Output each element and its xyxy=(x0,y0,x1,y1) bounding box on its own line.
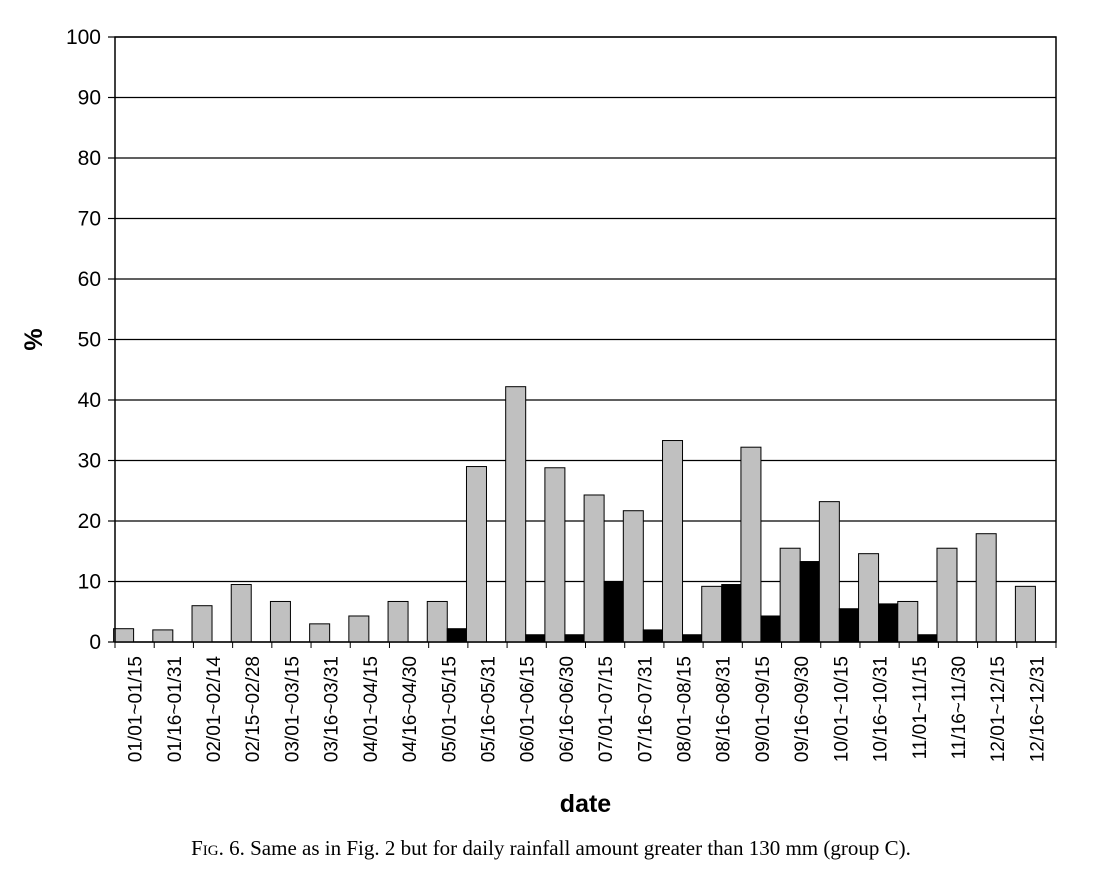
x-tick-label: 02/01~02/14 xyxy=(204,656,225,763)
y-tick-label: 10 xyxy=(78,571,101,594)
x-tick-label: 08/16~08/31 xyxy=(714,656,735,762)
bar-series-2 xyxy=(525,634,547,643)
bar-series-1 xyxy=(779,547,801,643)
bar-series-2 xyxy=(603,581,625,643)
y-tick-label: 30 xyxy=(78,450,101,473)
y-axis-title: % xyxy=(20,328,48,350)
bar-series-1 xyxy=(191,605,213,643)
bar-series-1 xyxy=(740,446,762,643)
x-tick-label: 12/16~12/31 xyxy=(1027,656,1048,762)
bar-series-2 xyxy=(878,603,900,643)
bar-series-1 xyxy=(701,585,723,643)
bar-chart: 0 10 20 30 40 50 60 70 80 90 100 01/01~01/15 01/16~… xyxy=(20,26,1057,818)
bar-series-2 xyxy=(564,634,586,643)
x-tick-label: 06/01~06/15 xyxy=(518,656,539,762)
x-tick-label: 10/01~10/15 xyxy=(831,656,852,762)
caption-text: Same as in Fig. 2 but for daily rainfall… xyxy=(250,836,911,860)
bar-series-1 xyxy=(309,623,331,643)
x-tick-label: 05/16~05/31 xyxy=(478,656,499,762)
bar-series-1 xyxy=(426,600,448,643)
bar-series-1 xyxy=(465,466,487,643)
bar-series-1 xyxy=(113,628,135,643)
y-tick-label: 20 xyxy=(78,510,101,533)
x-tick-label: 02/15~02/28 xyxy=(243,656,264,762)
bar-series-1 xyxy=(662,440,684,643)
x-tick-label: 04/16~04/30 xyxy=(400,656,421,762)
bar-series-1 xyxy=(387,600,409,643)
bar-series-1 xyxy=(622,510,644,643)
bar-series-2 xyxy=(799,561,821,643)
x-tick-label: 01/01~01/15 xyxy=(126,656,147,762)
x-tick-label: 07/16~07/31 xyxy=(635,656,656,762)
x-tick-label: 04/01~04/15 xyxy=(361,656,382,762)
bar-series-1 xyxy=(583,494,605,643)
y-tick-label: 70 xyxy=(78,208,101,231)
x-axis-title: date xyxy=(560,790,612,818)
bar-series-2 xyxy=(760,615,782,643)
bar-series-1 xyxy=(348,615,370,643)
bar-series-1 xyxy=(505,386,527,643)
y-tick-label: 40 xyxy=(78,389,101,412)
bar-series-2 xyxy=(682,634,704,643)
bar-series-1 xyxy=(897,600,919,643)
y-tick-label: 90 xyxy=(78,87,101,110)
bar-series-1 xyxy=(858,553,880,643)
x-tick-label: 06/16~06/30 xyxy=(557,656,578,762)
x-tick-label: 09/16~09/30 xyxy=(792,656,813,762)
x-tick-label: 03/01~03/15 xyxy=(282,656,303,762)
x-axis: 01/01~01/15 01/16~01/31 02/01~02/14 02/15~0… xyxy=(114,642,1057,763)
bar-series-1 xyxy=(975,533,997,643)
bar-series-2 xyxy=(838,608,860,643)
bar-series-1 xyxy=(544,467,566,643)
x-tick-label: 07/01~07/15 xyxy=(596,656,617,762)
y-tick-label: 0 xyxy=(89,631,101,654)
bar-series-2 xyxy=(721,584,743,643)
bar-series-2 xyxy=(446,628,468,643)
bar-series-1 xyxy=(1014,585,1036,643)
y-tick-label: 100 xyxy=(66,26,101,49)
x-tick-label: 03/16~03/31 xyxy=(322,656,343,762)
bar-series-2 xyxy=(642,629,664,643)
bars xyxy=(113,386,1036,643)
bar-series-1 xyxy=(818,501,840,643)
caption-label: Fig. 6. xyxy=(191,836,245,860)
x-tick-label: 08/01~08/15 xyxy=(675,656,696,762)
x-tick-label: 01/16~01/31 xyxy=(165,656,186,762)
bar-series-1 xyxy=(230,584,252,643)
figure-caption: Fig. 6. Same as in Fig. 2 but for daily … xyxy=(0,836,1102,861)
bar-series-1 xyxy=(152,629,174,643)
bar-series-1 xyxy=(269,600,291,643)
x-tick-label: 09/01~09/15 xyxy=(753,656,774,762)
bar-series-2 xyxy=(917,634,939,643)
x-tick-label: 10/16~10/31 xyxy=(871,656,892,762)
x-tick-label: 11/16~11/30 xyxy=(949,656,970,759)
x-tick-label: 11/01~11/15 xyxy=(910,656,931,759)
y-axis: 0 10 20 30 40 50 60 70 80 90 100 xyxy=(66,26,115,654)
bar-series-1 xyxy=(936,547,958,643)
x-tick-label: 12/01~12/15 xyxy=(988,656,1009,762)
y-tick-label: 50 xyxy=(78,329,101,352)
x-tick-label: 05/01~05/15 xyxy=(439,656,460,762)
y-tick-label: 60 xyxy=(78,268,101,291)
y-tick-label: 80 xyxy=(78,147,101,170)
